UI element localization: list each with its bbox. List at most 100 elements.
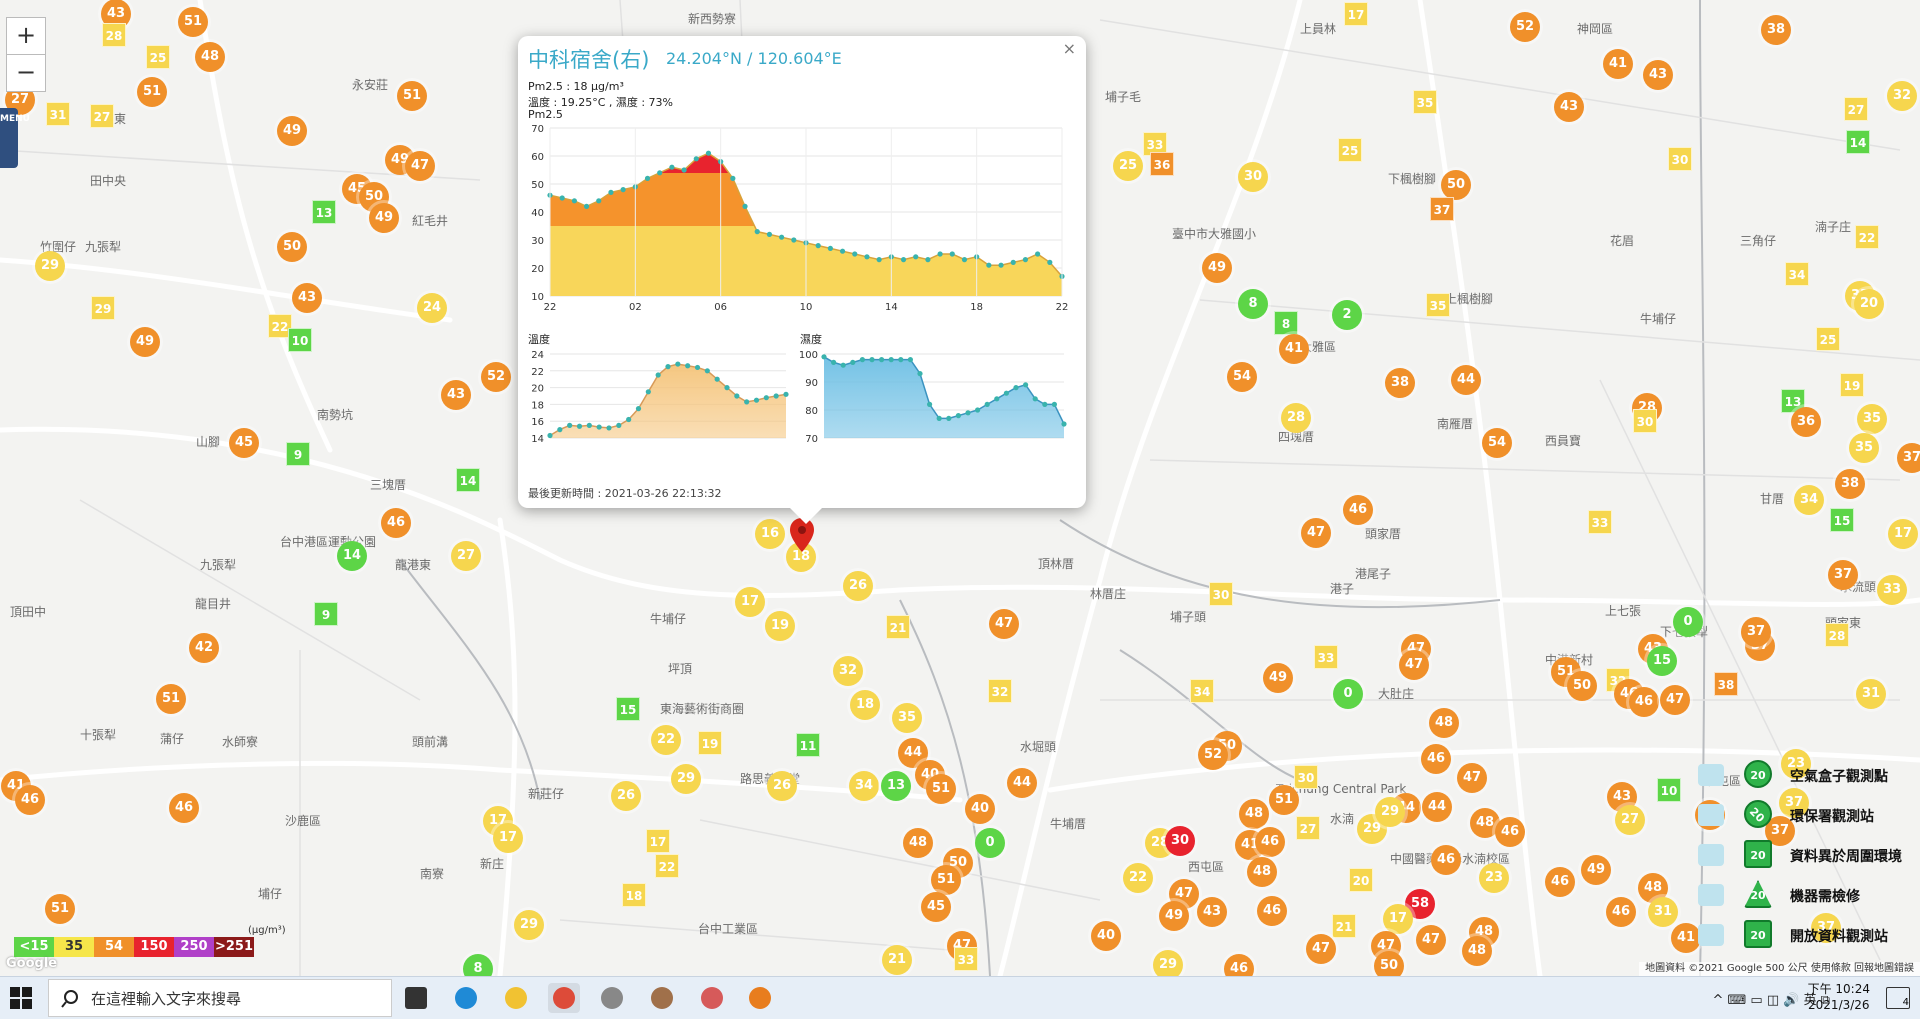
station-marker[interactable]: 51 <box>137 77 167 107</box>
station-marker[interactable]: 2 <box>1332 300 1362 330</box>
station-marker[interactable]: 23 <box>1781 749 1811 779</box>
station-marker[interactable]: 52 <box>1198 740 1228 770</box>
station-marker[interactable]: 19 <box>698 731 722 755</box>
station-marker[interactable]: 33 <box>1314 645 1338 669</box>
station-marker[interactable]: 44 <box>1422 792 1452 822</box>
station-marker[interactable]: 41 <box>1279 334 1309 364</box>
station-marker[interactable]: 25 <box>1113 151 1143 181</box>
station-marker[interactable]: 31 <box>1648 897 1678 927</box>
taskbar-search-input[interactable] <box>89 980 389 1018</box>
station-marker[interactable]: 29 <box>1375 797 1405 827</box>
station-marker[interactable]: 46 <box>1255 827 1285 857</box>
taskbar-clock[interactable]: 下午 10:24 2021/3/26 <box>1808 981 1870 1013</box>
station-marker[interactable]: 27 <box>1296 816 1320 840</box>
station-marker[interactable]: 35 <box>1413 90 1437 114</box>
station-marker[interactable]: 35 <box>1857 404 1887 434</box>
station-marker[interactable]: 46 <box>15 785 45 815</box>
station-marker[interactable]: 36 <box>1791 407 1821 437</box>
station-marker[interactable]: 27 <box>1615 805 1645 835</box>
station-marker[interactable]: 10 <box>288 328 312 352</box>
system-tray[interactable]: ^ ⌨ ▭ ◫ 🔊 英 ⧉ <box>1712 993 1830 1008</box>
station-marker[interactable]: 29 <box>514 910 544 940</box>
station-marker[interactable]: 46 <box>1343 495 1373 525</box>
station-marker[interactable]: 38 <box>1835 469 1865 499</box>
station-marker[interactable]: 0 <box>1333 679 1363 709</box>
station-marker[interactable]: 52 <box>481 362 511 392</box>
station-marker[interactable]: 36 <box>1150 152 1174 176</box>
station-marker[interactable]: 21 <box>1332 914 1356 938</box>
station-marker[interactable]: 47 <box>1371 931 1401 961</box>
station-marker[interactable]: 47 <box>1301 518 1331 548</box>
station-marker[interactable]: 49 <box>369 203 399 233</box>
station-marker[interactable]: 15 <box>616 697 640 721</box>
station-marker[interactable]: 29 <box>91 296 115 320</box>
station-marker[interactable]: 33 <box>954 947 978 971</box>
station-marker[interactable]: 32 <box>833 656 863 686</box>
station-marker[interactable]: 19 <box>1840 373 1864 397</box>
station-marker[interactable]: 46 <box>1421 744 1451 774</box>
station-marker[interactable]: 48 <box>1429 708 1459 738</box>
station-marker[interactable]: 37 <box>1828 560 1858 590</box>
station-marker[interactable]: 47 <box>1399 650 1429 680</box>
station-marker[interactable]: 25 <box>1816 327 1840 351</box>
station-marker[interactable]: 46 <box>169 793 199 823</box>
station-marker[interactable]: 46 <box>1629 687 1659 717</box>
station-marker[interactable]: 24 <box>417 293 447 323</box>
station-marker[interactable]: 42 <box>189 633 219 663</box>
notification-center-icon[interactable]: 4 <box>1886 987 1910 1009</box>
station-marker[interactable]: 35 <box>892 703 922 733</box>
station-marker[interactable]: 0 <box>1673 607 1703 637</box>
station-marker[interactable]: 37 <box>1430 197 1454 221</box>
blender-icon[interactable] <box>744 983 776 1013</box>
station-marker[interactable]: 26 <box>767 771 797 801</box>
station-marker[interactable]: 26 <box>843 571 873 601</box>
station-marker[interactable]: 48 <box>1247 857 1277 887</box>
network-app-icon[interactable] <box>696 983 728 1013</box>
station-marker[interactable]: 13 <box>881 771 911 801</box>
station-marker[interactable]: 47 <box>405 151 435 181</box>
station-marker[interactable]: 38 <box>1385 368 1415 398</box>
station-marker[interactable]: 21 <box>882 945 912 975</box>
station-marker[interactable]: 37 <box>1897 443 1920 473</box>
station-marker[interactable]: 47 <box>1416 925 1446 955</box>
station-marker[interactable]: 14 <box>337 541 367 571</box>
station-marker[interactable]: 50 <box>1374 951 1404 976</box>
station-marker[interactable]: 33 <box>1877 575 1907 605</box>
station-marker[interactable]: 51 <box>178 7 208 37</box>
station-marker[interactable]: 32 <box>1887 81 1917 111</box>
station-marker[interactable]: 18 <box>850 690 880 720</box>
station-marker[interactable]: 51 <box>931 865 961 895</box>
station-marker[interactable]: 51 <box>45 894 75 924</box>
station-marker[interactable]: 32 <box>988 679 1012 703</box>
station-marker[interactable]: 8 <box>1238 289 1268 319</box>
station-marker[interactable]: 18 <box>622 883 646 907</box>
station-marker[interactable]: 30 <box>1668 147 1692 171</box>
station-marker[interactable]: 25 <box>146 45 170 69</box>
station-marker[interactable]: 35 <box>1849 433 1879 463</box>
station-marker[interactable]: 29 <box>671 764 701 794</box>
station-marker[interactable]: 48 <box>1462 936 1492 966</box>
station-marker[interactable]: 46 <box>1495 817 1525 847</box>
station-marker[interactable]: 17 <box>735 587 765 617</box>
station-marker[interactable]: 49 <box>1263 663 1293 693</box>
station-marker[interactable]: 13 <box>312 200 336 224</box>
station-marker[interactable]: 15 <box>1647 646 1677 676</box>
station-marker[interactable]: 46 <box>1224 954 1254 976</box>
station-marker[interactable]: 51 <box>926 774 956 804</box>
station-marker[interactable]: 48 <box>195 42 225 72</box>
station-marker[interactable]: 51 <box>156 684 186 714</box>
station-marker[interactable]: 49 <box>130 327 160 357</box>
station-marker[interactable]: 50 <box>1567 671 1597 701</box>
station-marker[interactable]: 49 <box>277 116 307 146</box>
station-marker[interactable]: 28 <box>102 23 126 47</box>
compass-app-icon[interactable] <box>596 983 628 1013</box>
station-marker[interactable]: 46 <box>1545 867 1575 897</box>
station-marker[interactable]: 30 <box>1209 582 1233 606</box>
station-marker[interactable]: 30 <box>1238 162 1268 192</box>
station-marker[interactable]: 44 <box>1451 365 1481 395</box>
station-marker[interactable]: 46 <box>1431 845 1461 875</box>
station-marker[interactable]: 50 <box>1441 170 1471 200</box>
station-marker[interactable]: 52 <box>1510 12 1540 42</box>
station-marker[interactable]: 28 <box>1281 403 1311 433</box>
station-marker[interactable]: 43 <box>292 283 322 313</box>
